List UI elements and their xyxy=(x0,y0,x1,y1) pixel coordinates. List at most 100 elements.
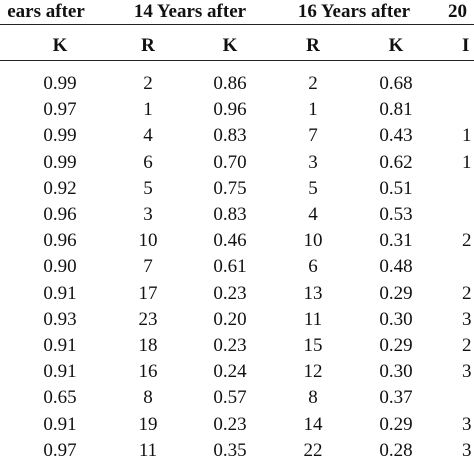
table-cell: 2 xyxy=(462,283,472,304)
table-cell: 7 xyxy=(308,125,318,146)
table-cell: 0.92 xyxy=(43,178,77,199)
table-cell: 11 xyxy=(138,440,158,461)
table-cell: 18 xyxy=(138,335,158,356)
table-cell: 0.97 xyxy=(43,440,77,461)
table-cell xyxy=(462,386,474,410)
table-cell: 10 xyxy=(303,230,323,251)
table-cell: 4 xyxy=(143,125,153,146)
table-cell: 0.97 xyxy=(43,99,77,120)
table-cell xyxy=(462,255,474,279)
table-cell: 19 xyxy=(138,414,158,435)
table-cell: 3 xyxy=(308,152,318,173)
table-cell: 10 xyxy=(138,230,158,251)
table-cell: 0.65 xyxy=(43,387,77,408)
table-cell: 0.83 xyxy=(213,204,247,225)
table-cell: 5 xyxy=(308,178,318,199)
table-cell: 0.99 xyxy=(43,125,77,146)
table-cell: 0.37 xyxy=(379,387,413,408)
header-bottom-rule xyxy=(0,60,474,61)
table-cell: 0.86 xyxy=(213,73,247,94)
table-cell: 8 xyxy=(308,387,318,408)
table-cell: 17 xyxy=(138,283,158,304)
table-cell: 12 xyxy=(303,361,323,382)
table-cell: 0.35 xyxy=(213,440,247,461)
table-cell: 0.91 xyxy=(43,361,77,382)
table-cell: 5 xyxy=(143,178,153,199)
table-cell: 3 xyxy=(462,414,472,435)
table-cell: 16 xyxy=(138,361,158,382)
table-cell: 3 xyxy=(143,204,153,225)
table-cell: 0.96 xyxy=(213,99,247,120)
table-cell xyxy=(462,177,474,201)
table-cell: 0.91 xyxy=(43,414,77,435)
table-cell: 0.57 xyxy=(213,387,247,408)
table-cell: 0.81 xyxy=(379,99,413,120)
group-header-16-years: 16 Years after xyxy=(297,1,411,22)
col-header-r-2: R xyxy=(141,35,155,56)
table-cell: 1 xyxy=(462,152,472,173)
table-cell: 0.46 xyxy=(213,230,247,251)
table-cell: 3 xyxy=(462,361,472,382)
table-cell: 0.91 xyxy=(43,335,77,356)
table-cell: 23 xyxy=(138,309,158,330)
table-cell: 0.51 xyxy=(379,178,413,199)
table-cell: 0.99 xyxy=(43,73,77,94)
table-cell: 0.68 xyxy=(379,73,413,94)
table-cell xyxy=(462,98,474,122)
table-cell: 0.99 xyxy=(43,152,77,173)
group-header-14-years: 14 Years after xyxy=(133,1,247,22)
table-cell: 1 xyxy=(308,99,318,120)
table-cell: 0.53 xyxy=(379,204,413,225)
col-header-k-2: K xyxy=(222,35,238,56)
table-cell: 0.61 xyxy=(213,256,247,277)
table-cell: 2 xyxy=(308,73,318,94)
table-cell: 2 xyxy=(462,335,472,356)
table-cell: 0.30 xyxy=(379,309,413,330)
col-header-k-1: K xyxy=(52,35,68,56)
table-cell: 0.29 xyxy=(379,283,413,304)
table-cell: 0.93 xyxy=(43,309,77,330)
col-header-k-3: K xyxy=(388,35,404,56)
table-cell: 0.90 xyxy=(43,256,77,277)
table-cell: 15 xyxy=(303,335,323,356)
table-cell: 2 xyxy=(143,73,153,94)
col-header-r-4: I xyxy=(462,35,470,56)
table-cell: 3 xyxy=(462,309,472,330)
table-cell: 0.23 xyxy=(213,414,247,435)
table-cell: 0.75 xyxy=(213,178,247,199)
table-cell: 14 xyxy=(303,414,323,435)
table-cell: 6 xyxy=(143,152,153,173)
table-cell: 0.43 xyxy=(379,125,413,146)
table-cell: 0.28 xyxy=(379,440,413,461)
table-cell: 4 xyxy=(308,204,318,225)
table-cell: 1 xyxy=(462,125,472,146)
table-cell: 0.23 xyxy=(213,335,247,356)
table-cell: 0.29 xyxy=(379,335,413,356)
header-top-rule xyxy=(0,24,474,25)
table-cell: 0.48 xyxy=(379,256,413,277)
table-cell: 13 xyxy=(303,283,323,304)
table-cell: 0.24 xyxy=(213,361,247,382)
group-header-20-years: 20 xyxy=(448,1,467,22)
table-cell: 2 xyxy=(462,230,472,251)
table-cell: 0.96 xyxy=(43,204,77,225)
table-cell: 1 xyxy=(143,99,153,120)
table-cell: 0.29 xyxy=(379,414,413,435)
table-cell: 22 xyxy=(303,440,323,461)
table-cell: 7 xyxy=(143,256,153,277)
table-cell: 11 xyxy=(303,309,323,330)
table-cell: 6 xyxy=(308,256,318,277)
col-header-r-3: R xyxy=(306,35,320,56)
table-cell: 0.70 xyxy=(213,152,247,173)
group-header-12-years: ears after xyxy=(7,1,85,22)
table-cell xyxy=(462,203,474,227)
table-cell: 8 xyxy=(143,387,153,408)
table-cell: 0.20 xyxy=(213,309,247,330)
table-cell: 0.31 xyxy=(379,230,413,251)
table-cell: 0.30 xyxy=(379,361,413,382)
table-cell: 0.96 xyxy=(43,230,77,251)
table-cell: 0.23 xyxy=(213,283,247,304)
table-cell: 3 xyxy=(462,440,472,461)
table-cell: 0.83 xyxy=(213,125,247,146)
table-cell: 0.62 xyxy=(379,152,413,173)
